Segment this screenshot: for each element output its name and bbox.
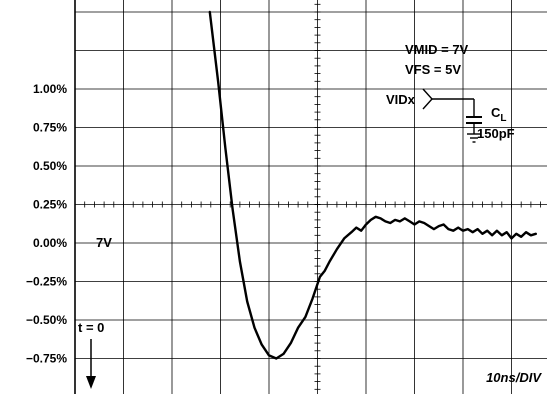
cl-subscript: L (500, 113, 506, 124)
t-zero-label: t = 0 (78, 320, 104, 335)
y-tick-label: −0.50% (26, 313, 67, 327)
y-tick-label: 1.00% (33, 82, 67, 96)
y-tick-label: 0.50% (33, 159, 67, 173)
y-tick-label: −0.75% (26, 352, 67, 366)
y-tick-label: −0.25% (26, 275, 67, 289)
y-tick-label: 0.75% (33, 121, 67, 135)
vfs-label: VFS = 5V (405, 62, 461, 77)
timebase-label: 10ns/DIV (486, 370, 542, 385)
y-tick-label: 0.25% (33, 198, 67, 212)
cl-main: C (491, 105, 501, 120)
vidx-label: VIDx (386, 92, 416, 107)
vmid-label: VMID = 7V (405, 42, 469, 57)
cl-value-label: 150pF (477, 126, 515, 141)
y-tick-labels: 1.00% 0.75% 0.50% 0.25% 0.00% −0.25% −0.50% −0.… (26, 82, 67, 366)
grid (74, 0, 547, 394)
seven-volt-label: 7V (96, 235, 112, 250)
cl-label: CL (491, 105, 507, 124)
load-circuit-icon (422, 88, 482, 143)
y-tick-label: 0.00% (33, 236, 67, 250)
down-arrow-icon (86, 339, 96, 389)
waveform-trace (208, 10, 537, 360)
